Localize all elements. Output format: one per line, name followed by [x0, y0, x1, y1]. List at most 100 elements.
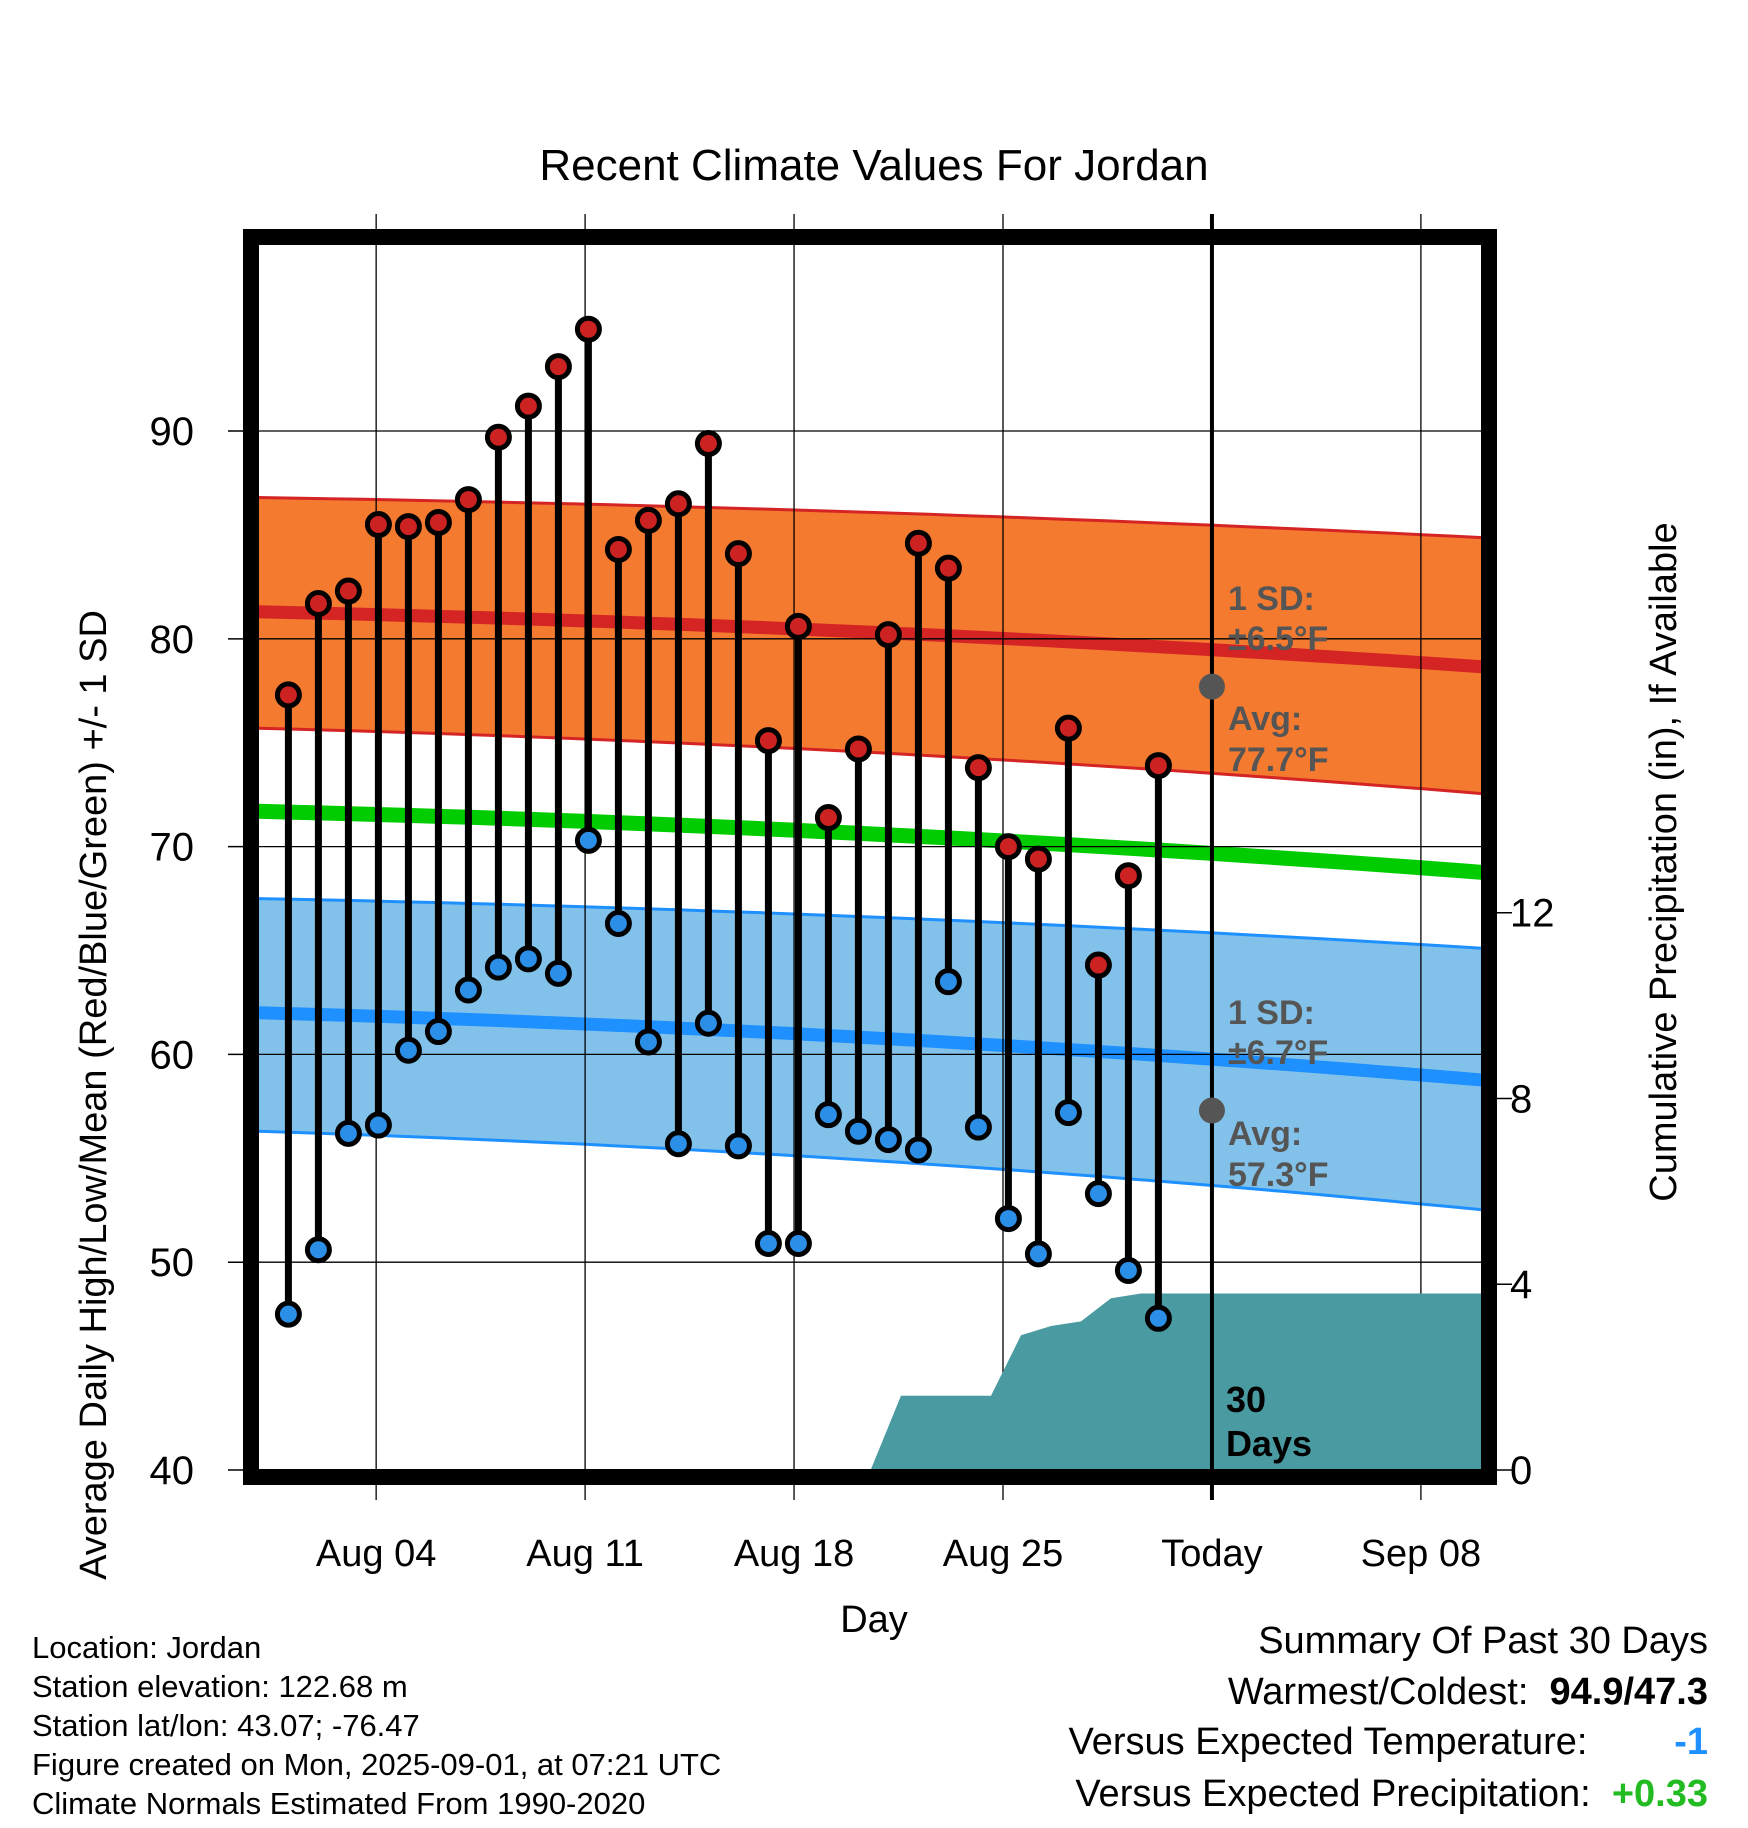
high-point-aug-13 [634, 506, 662, 534]
x-axis-label: Day [840, 1599, 908, 1641]
low-point-aug-04 [364, 1111, 392, 1139]
summary-temp-value: -1 [1674, 1721, 1708, 1763]
mean-avg-line [258, 803, 1482, 880]
high-avg-marker-dot [1198, 673, 1225, 700]
high-point-aug-03 [334, 577, 362, 605]
y-axis-label: Average Daily High/Low/Mean (Red/Blue/Gr… [73, 610, 115, 1580]
high-point-aug-06 [424, 508, 452, 536]
y2-tick-label-12: 12 [1510, 892, 1555, 936]
high-sd-marker-title: 1 SD: [1228, 580, 1315, 618]
y-tick-label-40: 40 [150, 1449, 195, 1493]
low-point-aug-06 [424, 1018, 452, 1046]
info-location: Location: Jordan [32, 1630, 262, 1665]
high-point-aug-11 [574, 315, 602, 343]
low-avg-marker-value: 57.3°F [1228, 1156, 1329, 1194]
low-sd-band-upper-edge [258, 897, 1482, 950]
high-point-aug-24 [964, 754, 992, 782]
low-point-aug-18 [784, 1230, 812, 1258]
high-point-aug-04 [364, 511, 392, 539]
precip-fill [258, 1293, 1482, 1470]
today-label-days: Days [1226, 1423, 1312, 1464]
high-sd-marker-value: ±6.5°F [1228, 620, 1328, 658]
high-point-aug-12 [604, 535, 632, 563]
high-point-aug-14 [664, 490, 692, 518]
low-point-aug-03 [334, 1119, 362, 1147]
low-point-aug-10 [544, 959, 572, 987]
high-point-aug-08 [484, 423, 512, 451]
summary-warmest-row: Warmest/Coldest: 94.9/47.3 [1228, 1671, 1708, 1714]
y2-tick-label-4: 4 [1510, 1263, 1532, 1307]
summary-temp-label: Versus Expected Temperature: [1068, 1721, 1588, 1763]
high-avg-marker-title: Avg: [1228, 700, 1302, 738]
high-point-aug-26 [1024, 845, 1052, 873]
y2-tick-label-0: 0 [1510, 1449, 1532, 1493]
low-point-aug-28 [1084, 1180, 1112, 1208]
low-point-aug-14 [664, 1130, 692, 1158]
precip-area [258, 1293, 1482, 1470]
summary-precip-value: +0.33 [1611, 1773, 1708, 1815]
high-point-aug-15 [694, 429, 722, 457]
low-point-aug-17 [754, 1230, 782, 1258]
high-point-aug-19 [814, 804, 842, 832]
low-point-aug-01 [274, 1300, 302, 1328]
high-point-aug-18 [784, 612, 812, 640]
info-created: Figure created on Mon, 2025-09-01, at 07… [32, 1747, 722, 1782]
info-elevation: Station elevation: 122.68 m [32, 1669, 408, 1704]
high-point-aug-05 [394, 513, 422, 541]
low-point-aug-05 [394, 1036, 422, 1064]
low-point-aug-20 [844, 1117, 872, 1145]
low-point-aug-16 [724, 1132, 752, 1160]
high-avg-line [258, 605, 1482, 674]
y2-tick-label-8: 8 [1510, 1077, 1532, 1121]
high-point-aug-07 [454, 486, 482, 514]
low-point-aug-24 [964, 1113, 992, 1141]
low-point-aug-30 [1144, 1304, 1172, 1332]
low-point-aug-27 [1054, 1099, 1082, 1127]
low-sd-band-lower-edge [258, 1129, 1482, 1212]
y-tick-label-80: 80 [150, 618, 195, 662]
high-point-aug-22 [904, 529, 932, 557]
summary-warm-value: 94.9/47.3 [1549, 1671, 1708, 1713]
low-point-aug-11 [574, 826, 602, 854]
x-tick-label-2: Aug 18 [734, 1533, 854, 1575]
y-tick-label-60: 60 [150, 1033, 195, 1077]
today-label-count: 30 [1226, 1379, 1266, 1420]
high-point-aug-02 [304, 589, 332, 617]
low-point-aug-12 [604, 909, 632, 937]
y-tick-label-90: 90 [150, 410, 195, 454]
low-point-aug-21 [874, 1126, 902, 1154]
x-tick-label-5: Sep 08 [1361, 1533, 1481, 1575]
high-point-aug-27 [1054, 714, 1082, 742]
x-tick-label-4: Today [1161, 1533, 1262, 1575]
y2-axis-label: Cumulative Precipitation (in), If Availa… [1643, 522, 1685, 1201]
plot-border [243, 229, 1497, 1485]
low-point-aug-25 [994, 1205, 1022, 1233]
low-point-aug-02 [304, 1236, 332, 1264]
axes: 40 50 60 70 80 90 0 4 8 12 Aug 04 Aug 11 Aug 18 Aug 2… [150, 326, 1555, 1575]
summary-precip-label: Versus Expected Precipitation: [1075, 1773, 1591, 1815]
high-point-aug-17 [754, 727, 782, 755]
low-point-aug-22 [904, 1136, 932, 1164]
high-avg-marker-value: 77.7°F [1228, 741, 1329, 779]
low-point-aug-26 [1024, 1240, 1052, 1268]
high-sd-band-upper-edge [258, 496, 1482, 540]
high-point-aug-09 [514, 392, 542, 420]
high-sd-band [258, 497, 1482, 794]
low-point-aug-09 [514, 945, 542, 973]
summary-temp-row: Versus Expected Temperature: -1 [1069, 1721, 1708, 1764]
low-sd-marker-title: 1 SD: [1228, 994, 1315, 1032]
info-normals: Climate Normals Estimated From 1990-2020 [32, 1786, 646, 1821]
low-point-aug-15 [694, 1009, 722, 1037]
high-point-aug-01 [274, 681, 302, 709]
x-tick-label-0: Aug 04 [316, 1533, 436, 1575]
summary-warm-label: Warmest/Coldest: [1227, 1671, 1529, 1713]
high-point-aug-20 [844, 735, 872, 763]
high-point-aug-25 [994, 833, 1022, 861]
low-point-aug-08 [484, 953, 512, 981]
high-point-aug-10 [544, 353, 572, 381]
summary-precip-row: Versus Expected Precipitation: +0.33 [1075, 1773, 1708, 1816]
high-point-aug-28 [1084, 951, 1112, 979]
high-point-aug-16 [724, 540, 752, 568]
